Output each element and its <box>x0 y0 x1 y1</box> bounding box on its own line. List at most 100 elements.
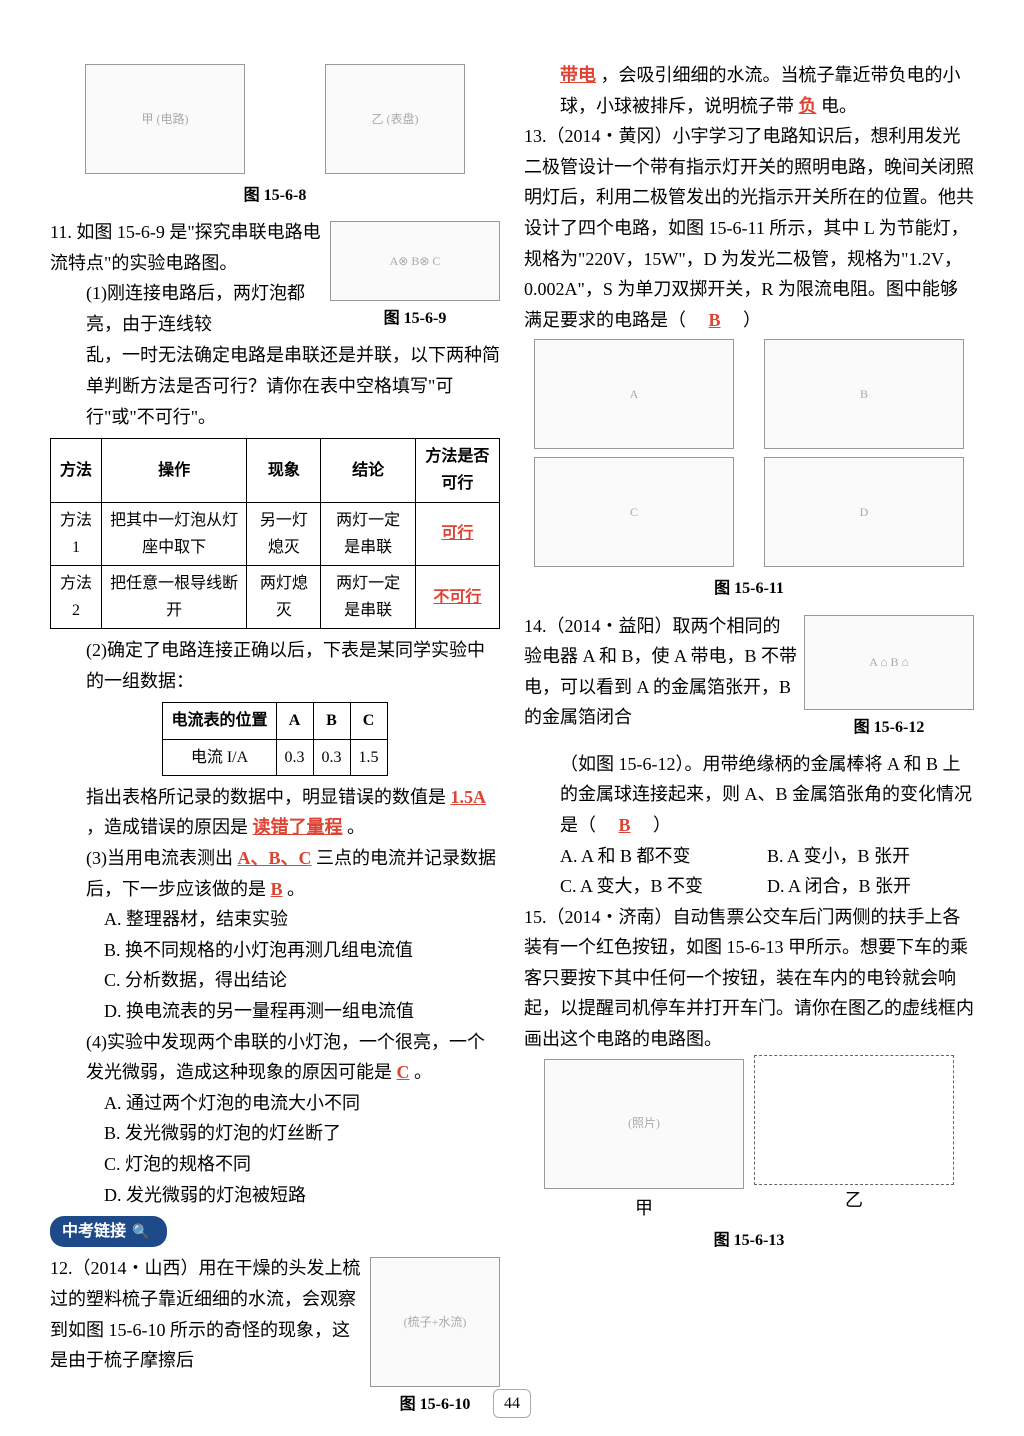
q14-optC: C. A 变大，B 不变 <box>560 871 767 902</box>
fig11-caption: 图 15-6-11 <box>524 575 974 602</box>
figure-15-6-12: A ⌂ B ⌂ <box>804 615 974 710</box>
fig10-caption: 图 15-6-10 <box>370 1391 500 1418</box>
q11-p2b: 指出表格所记录的数据中，明显错误的数值是 1.5A ，造成错误的原因是 读错了量… <box>50 782 500 843</box>
q13-ans: B <box>709 310 721 330</box>
t1r0c2: 另一灯熄灭 <box>247 502 321 565</box>
q13-stem-text: 13.（2014・黄冈）小宇学习了电路知识后，想利用发光二极管设计一个带有指示灯… <box>524 126 974 330</box>
p3-ans1: A、B、C <box>238 848 312 868</box>
fig13-right-wrap: 乙 <box>754 1055 954 1224</box>
p3-end: 。 <box>287 879 305 899</box>
q14: A ⌂ B ⌂ 图 15-6-12 14.（2014・益阳）取两个相同的验电器 … <box>524 611 974 902</box>
q11-p3: (3)当用电流表测出 A、B、C 三点的电流并记录数据后，下一步应该做的是 B … <box>50 843 500 904</box>
p3-ans2: B <box>271 879 283 899</box>
t2h3: C <box>350 703 387 739</box>
q11-p4-optD: D. 发光微弱的灯泡被短路 <box>50 1180 500 1211</box>
p2b-ans2: 读错了量程 <box>253 817 343 837</box>
figure-15-6-8: 甲 (电路) 乙 (表盘) <box>50 60 500 178</box>
q14-optB: B. A 变小，B 张开 <box>767 841 974 872</box>
fig11-D: D <box>764 457 964 567</box>
t1h3: 结论 <box>321 439 415 502</box>
figure-15-6-9-wrap: A⊗ B⊗ C 图 15-6-9 <box>330 217 500 340</box>
q11-p2: (2)确定了电路连接正确以后，下表是某同学实验中的一组数据： <box>50 635 500 696</box>
q12c-mid: ，会吸引细细的水流。当梳子靠近带负电的小球，小球被排斥，说明梳子带 <box>560 65 961 116</box>
t1r1c0: 方法 2 <box>51 565 102 628</box>
page-number: 44 <box>493 1389 531 1418</box>
t1r1c4: 不可行 <box>415 565 499 628</box>
t1r0c3: 两灯一定是串联 <box>321 502 415 565</box>
fig8-caption: 图 15-6-8 <box>50 182 500 209</box>
p2b-ans1: 1.5A <box>451 787 487 807</box>
p4-end: 。 <box>414 1062 432 1082</box>
t1r0c4: 可行 <box>415 502 499 565</box>
q12: (梳子+水流) 图 15-6-10 12.（2014・山西）用在干燥的头发上梳过… <box>50 1253 500 1426</box>
t1r1c3: 两灯一定是串联 <box>321 565 415 628</box>
zhongkao-badge: 中考链接 <box>50 1216 167 1247</box>
p3-pre: (3)当用电流表测出 <box>86 848 233 868</box>
q11-p1b: 乱，一时无法确定电路是串联还是并联，以下两种简单判断方法是否可行？请你在表中空格… <box>50 340 500 432</box>
q14-stem-b: （如图 15-6-12）。用带绝缘柄的金属棒将 A 和 B 上的金属球连接起来，… <box>524 749 974 841</box>
fig11-C: C <box>534 457 734 567</box>
figure-15-6-11: A B C D 图 15-6-11 <box>524 335 974 602</box>
q11-table2: 电流表的位置 A B C 电流 I/A 0.3 0.3 1.5 <box>162 702 387 775</box>
t1r0c1: 把其中一灯泡从灯座中取下 <box>101 502 247 565</box>
q12c-end: 电。 <box>821 96 857 116</box>
t2h0: 电流表的位置 <box>163 703 276 739</box>
fig8-right: 乙 (表盘) <box>325 64 465 174</box>
figure-15-6-9: A⊗ B⊗ C <box>330 221 500 301</box>
fig8-left: 甲 (电路) <box>85 64 245 174</box>
q14-end: ） <box>653 815 671 835</box>
q11: A⊗ B⊗ C 图 15-6-9 11. 如图 15-6-9 是"探究串联电路电… <box>50 217 500 1210</box>
fig13-left-label: 甲 <box>544 1193 744 1224</box>
p2b-mid: ，造成错误的原因是 <box>86 817 248 837</box>
t1h4: 方法是否可行 <box>415 439 499 502</box>
q11-p3-optD: D. 换电流表的另一量程再测一组电流值 <box>50 996 500 1027</box>
t2r1: 0.3 <box>276 739 313 775</box>
q14-optA: A. A 和 B 都不变 <box>560 841 767 872</box>
fig13-left: (照片) <box>544 1059 744 1189</box>
q11-p4: (4)实验中发现两个串联的小灯泡，一个很亮，一个发光微弱，造成这种现象的原因可能… <box>50 1027 500 1088</box>
fig11-A: A <box>534 339 734 449</box>
ans-t1r1: 不可行 <box>433 589 481 606</box>
q13-stem: 13.（2014・黄冈）小宇学习了电路知识后，想利用发光二极管设计一个带有指示灯… <box>524 121 974 335</box>
q11-p4-optC: C. 灯泡的规格不同 <box>50 1149 500 1180</box>
q12-cont: 带电 ，会吸引细细的水流。当梳子靠近带负电的小球，小球被排斥，说明梳子带 负 电… <box>524 60 974 121</box>
fig13-right-label: 乙 <box>754 1185 954 1216</box>
q14-options: A. A 和 B 都不变 B. A 变小，B 张开 C. A 变大，B 不变 D… <box>524 841 974 902</box>
t2r2: 0.3 <box>313 739 350 775</box>
t2r3: 1.5 <box>350 739 387 775</box>
fig12-caption: 图 15-6-12 <box>804 714 974 741</box>
p2b-pre: 指出表格所记录的数据中，明显错误的数值是 <box>86 787 446 807</box>
q12c-ans2: 负 <box>799 96 817 116</box>
table-row: 方法 2 把任意一根导线断开 两灯熄灭 两灯一定是串联 不可行 <box>51 565 500 628</box>
q14-optD: D. A 闭合，B 张开 <box>767 871 974 902</box>
t1h0: 方法 <box>51 439 102 502</box>
fig13-caption: 图 15-6-13 <box>524 1227 974 1254</box>
fig13-right <box>754 1055 954 1185</box>
q11-p3-optC: C. 分析数据，得出结论 <box>50 965 500 996</box>
ans-t1r0: 可行 <box>441 525 473 542</box>
t1h2: 现象 <box>247 439 321 502</box>
fig9-caption: 图 15-6-9 <box>330 305 500 332</box>
left-column: 甲 (电路) 乙 (表盘) 图 15-6-8 A⊗ B⊗ C 图 15-6-9 … <box>50 60 500 1427</box>
table-row: 电流 I/A 0.3 0.3 1.5 <box>163 739 387 775</box>
q15-stem: 15.（2014・济南）自动售票公交车后门两侧的扶手上各装有一个红色按钮，如图 … <box>524 902 974 1055</box>
figure-15-6-10: (梳子+水流) <box>370 1257 500 1387</box>
q12c-ans1: 带电 <box>560 65 596 85</box>
figure-15-6-13: (照片) 甲 乙 <box>524 1055 974 1224</box>
q11-table1: 方法 操作 现象 结论 方法是否可行 方法 1 把其中一灯泡从灯座中取下 另一灯… <box>50 438 500 629</box>
p4-ans: C <box>397 1062 410 1082</box>
t2h1: A <box>276 703 313 739</box>
p2b-end: 。 <box>347 817 365 837</box>
fig11-B: B <box>764 339 964 449</box>
q11-p3-optA: A. 整理器材，结束实验 <box>50 904 500 935</box>
q11-p4-optA: A. 通过两个灯泡的电流大小不同 <box>50 1088 500 1119</box>
t1r1c1: 把任意一根导线断开 <box>101 565 247 628</box>
right-column: 带电 ，会吸引细细的水流。当梳子靠近带负电的小球，小球被排斥，说明梳子带 负 电… <box>524 60 974 1427</box>
fig13-left-wrap: (照片) 甲 <box>544 1055 744 1224</box>
t2h2: B <box>313 703 350 739</box>
figure-15-6-10-wrap: (梳子+水流) 图 15-6-10 <box>370 1253 500 1426</box>
t1r1c2: 两灯熄灭 <box>247 565 321 628</box>
q11-p4-optB: B. 发光微弱的灯泡的灯丝断了 <box>50 1118 500 1149</box>
figure-15-6-12-wrap: A ⌂ B ⌂ 图 15-6-12 <box>804 611 974 749</box>
q11-p3-optB: B. 换不同规格的小灯泡再测几组电流值 <box>50 935 500 966</box>
